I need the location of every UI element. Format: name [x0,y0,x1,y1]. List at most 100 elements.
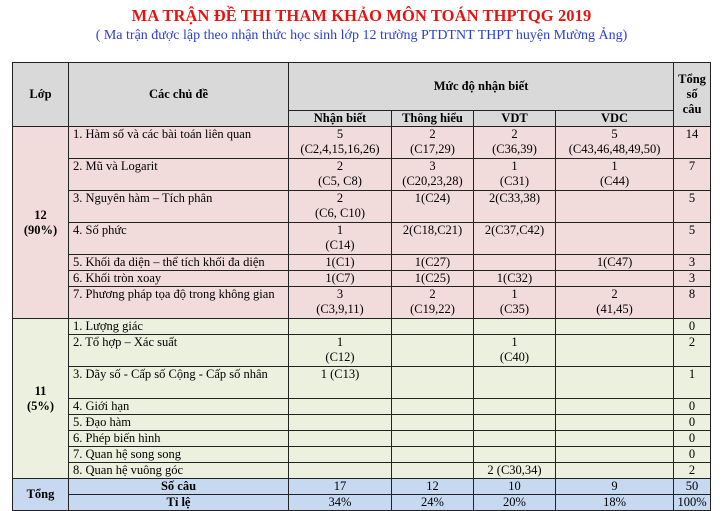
level-cell-nb: 3 (C3,9,11) [288,286,392,319]
cell-line: 1 [336,335,344,349]
level-cell-nb: 1 (C14) [288,222,392,255]
cell-line: 1 [511,335,518,349]
topic-cell: 2. Tổ hợp – Xác suất [68,334,289,367]
footer-ratio-label: Tỉ lệ [68,494,289,511]
level-cell-nb: 1 (C13) [288,366,392,399]
row-total: 3 [673,254,712,271]
cell-line: (C35) [499,302,530,316]
cell-line: (C14) [325,238,355,252]
table-row: 4. Số phức 1 (C14) 2(C18,C21) 2(C37,C42) 5 [13,222,712,255]
header-total-line2: số [686,87,698,101]
row-total: 8 [673,286,712,319]
row-total: 7 [673,158,712,191]
row-total: 5 [673,222,712,255]
cell-line: 1 (C13) [320,367,360,381]
cell-line: 1 [511,287,518,301]
table-row: 2. Tổ hợp – Xác suất 1 (C12) 1 (C40) 2 [13,334,712,367]
grade-percent: (5%) [26,398,55,413]
footer-ratio-total: 100% [673,494,712,511]
cell-line: (C2,4,15,16,26) [300,142,380,156]
level-cell-nb [288,430,392,447]
header-th: Thông hiểu [391,110,474,127]
header-nb: Nhận biết [288,110,392,127]
grade-cell: 12 (90%) [12,126,69,319]
level-cell-th [391,318,474,335]
topic-cell: 7. Phương pháp tọa độ trong không gian [68,286,289,319]
level-cell-vdc [554,462,675,479]
row-total: 0 [673,414,712,431]
topic-cell: 1. Hàm số và các bài toán liên quan [68,126,289,159]
cell-line: 2 [611,287,618,301]
cell-line: 2 [429,127,436,141]
cell-line: 2 [511,127,518,141]
row-total: 2 [673,462,712,479]
footer-count-vdc: 9 [554,478,675,495]
topic-cell: 4. Số phức [68,222,289,255]
level-cell-nb: 2 (C5, C8) [288,158,392,191]
level-cell-th [391,334,474,367]
cell-line: 1(C1) [325,255,355,269]
table-row: 11 (5%) 1. Lượng giác 0 [12,318,712,479]
cell-line: 2 [429,287,436,301]
cell-line: 3 [336,287,344,301]
level-cell-vdt: 2 (C30,34) [473,462,556,479]
footer-ratio-th: 24% [391,494,474,511]
row-total: 3 [673,270,712,287]
table-row: 5. Đạo hàm 0 [13,414,712,431]
cell-line: 1 [336,223,344,237]
row-total: 1 [673,366,712,399]
table-row: 3. Dãy số - Cấp số Cộng - Cấp số nhân 1 (… [13,366,712,399]
level-cell-vdc [554,270,675,287]
row-total: 2 [673,334,712,367]
level-cell-nb [288,318,392,335]
table-row: 7. Phương pháp tọa độ trong không gian 3(… [13,286,712,319]
level-cell-th: 1(C24) [391,190,474,223]
page-title: MA TRẬN ĐỀ THI THAM KHẢO MÔN TOÁN THPTQG… [131,6,592,25]
grade-label: 11 [34,383,47,398]
table-row: 6. Khối tròn xoay 1(C7) 1(C25) 1(C32) 3 [13,270,712,287]
level-cell-nb: 5 (C2,4,15,16,26) [288,126,392,159]
level-cell-vdc [554,414,675,431]
level-cell-vdt: 1(C32) [473,270,556,287]
topic-cell: 8. Quan hệ vuông góc [68,462,289,479]
level-cell-vdc [554,334,675,367]
topic-cell: 1. Lượng giác [68,318,289,335]
level-cell-nb: 1(C7) [288,270,392,287]
level-cell-vdc [554,446,675,463]
topic-cell: 5. Khối đa diện – thể tích khối đa diện [68,254,289,271]
cell-line: 2(C33,38) [488,191,541,205]
level-cell-vdc: 5 (C43,46,48,49,50) [554,126,675,159]
level-cell-vdt: 1 (C35) [473,286,556,319]
footer-count-total: 50 [673,478,712,495]
level-cell-th [391,430,474,447]
level-cell-th: 2 (C19,22) [391,286,474,319]
table-row: 3. Nguyên hàm – Tích phân 2 (C6, C10) 1(C24… [13,190,712,223]
level-cell-th [391,414,474,431]
cell-line: (C20,23,28) [402,174,463,188]
cell-line: 2 (C30,34) [487,463,542,477]
footer-count-nb: 17 [288,478,392,495]
row-total: 0 [673,398,712,415]
level-cell-vdt [473,366,556,399]
level-cell-vdc: 1(C47) [554,254,675,271]
level-cell-nb: 1(C1) [288,254,392,271]
level-cell-vdt [473,414,556,431]
cell-line: 1(C47) [596,255,633,269]
row-total: 0 [673,446,712,463]
header-grade: Lớp [12,62,69,127]
cell-line: 1(C7) [325,271,355,285]
level-cell-vdc: 2 (41,45) [554,286,675,319]
header-total: Tổng số câu [673,62,712,127]
cell-line: (C17,29) [410,142,455,156]
level-cell-nb [288,398,392,415]
row-total: 0 [673,430,712,447]
cell-line: 1 [611,159,618,173]
cell-line: (C3,9,11) [316,302,364,316]
cell-line: 2 [336,159,344,173]
footer-ratio-nb: 34% [288,494,392,511]
level-cell-vdt: 2 (C36,39) [473,126,556,159]
header-vdt: VDT [473,110,556,127]
level-cell-vdt [473,430,556,447]
level-cell-nb: 1 (C12) [288,334,392,367]
